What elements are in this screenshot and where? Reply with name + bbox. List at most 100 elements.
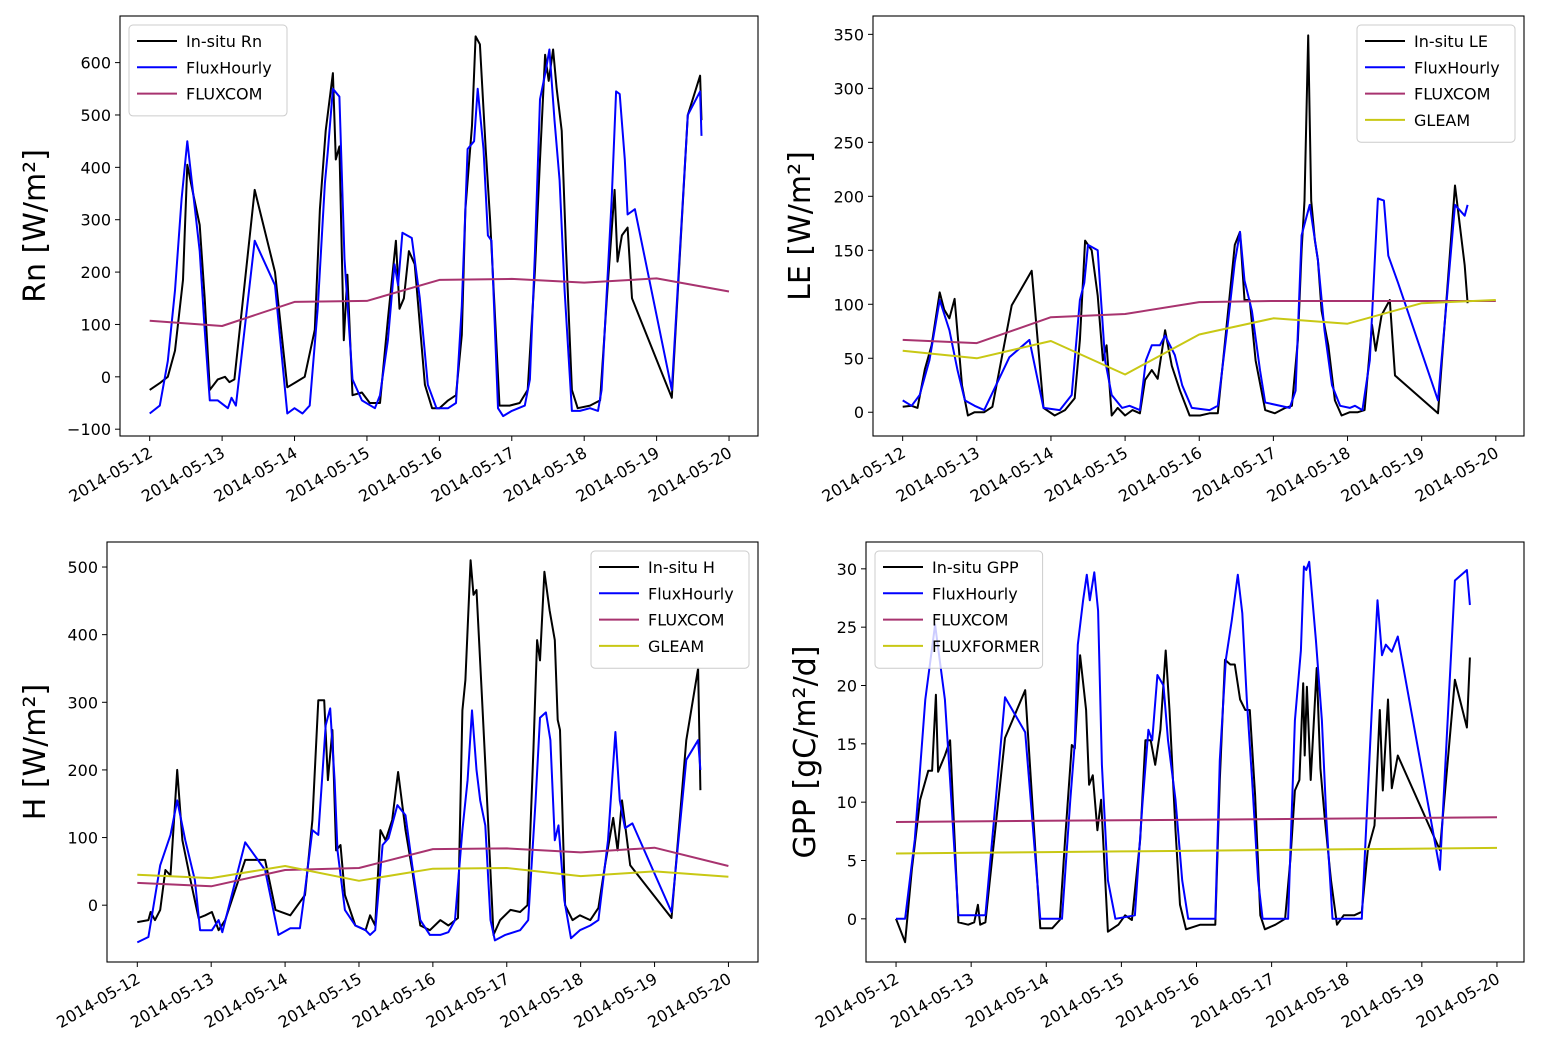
y-tick-label: 300 bbox=[80, 211, 111, 230]
series-line-in-situ-gpp bbox=[895, 649, 1471, 944]
legend-label-gleam: GLEAM bbox=[648, 637, 704, 656]
y-tick-label: 250 bbox=[833, 133, 864, 152]
series-line-in-situ-le bbox=[902, 34, 1469, 417]
y-tick-label: 100 bbox=[80, 315, 111, 334]
legend-label-fluxcom: FLUXCOM bbox=[186, 85, 262, 104]
x-tick-label: 2014-05-19 bbox=[571, 969, 661, 1032]
legend-label-fluxhourly: FluxHourly bbox=[186, 58, 272, 77]
series-line-fluxhourly bbox=[902, 197, 1469, 412]
x-tick-label: 2014-05-15 bbox=[1037, 969, 1127, 1032]
legend-label-gleam: GLEAM bbox=[1414, 111, 1470, 130]
x-tick-label: 2014-05-14 bbox=[201, 969, 291, 1032]
y-tick-label: 500 bbox=[80, 106, 111, 125]
y-tick-label: 0 bbox=[88, 896, 98, 915]
x-tick-label: 2014-05-17 bbox=[423, 969, 513, 1032]
subplot-le: 0501001502002503003502014-05-122014-05-1… bbox=[783, 15, 1525, 506]
legend-label-in-situ-gpp: In-situ GPP bbox=[932, 558, 1019, 577]
legend: In-situ Rn FluxHourly FLUXCOM bbox=[128, 24, 288, 117]
y-tick-label: 0 bbox=[101, 368, 111, 387]
y-tick-label: 0 bbox=[847, 910, 857, 929]
legend-label-in-situ-rn: In-situ Rn bbox=[186, 32, 262, 51]
y-tick-label: 100 bbox=[833, 295, 864, 314]
legend-box bbox=[1356, 24, 1516, 143]
y-tick-label: 25 bbox=[837, 618, 857, 637]
x-tick-label: 2014-05-16 bbox=[1115, 443, 1205, 506]
series-line-fluxcom bbox=[149, 277, 730, 327]
x-tick-label: 2014-05-19 bbox=[1338, 969, 1428, 1032]
legend-label-fluxcom: FLUXCOM bbox=[932, 611, 1008, 630]
axes-frame bbox=[872, 15, 1525, 437]
y-tick-label: 20 bbox=[837, 677, 857, 696]
y-tick-label: 50 bbox=[844, 349, 864, 368]
y-tick-label: 5 bbox=[847, 852, 857, 871]
series-group bbox=[902, 34, 1496, 417]
series-line-fluxhourly bbox=[896, 560, 1471, 920]
y-axis-label: Rn [W/m²] bbox=[18, 149, 53, 303]
y-tick-label: 100 bbox=[67, 829, 98, 848]
y-tick-label: 600 bbox=[80, 54, 111, 73]
x-tick-label: 2014-05-14 bbox=[962, 969, 1052, 1032]
series-group bbox=[895, 560, 1498, 944]
y-tick-label: 10 bbox=[837, 793, 857, 812]
x-tick-label: 2014-05-16 bbox=[1112, 969, 1202, 1032]
subplot-gpp: 0510152025302014-05-122014-05-132014-05-… bbox=[788, 541, 1525, 1032]
series-line-fluxcom bbox=[137, 846, 729, 888]
y-tick-label: 350 bbox=[833, 25, 864, 44]
legend-label-fluxhourly: FluxHourly bbox=[932, 584, 1018, 603]
x-tick-label: 2014-05-14 bbox=[967, 443, 1057, 506]
legend-label-fluxhourly: FluxHourly bbox=[648, 584, 734, 603]
x-tick-label: 2014-05-19 bbox=[1338, 443, 1428, 506]
x-tick-label: 2014-05-17 bbox=[1189, 443, 1279, 506]
y-tick-label: 150 bbox=[833, 241, 864, 260]
series-line-fluxcom bbox=[902, 300, 1496, 345]
x-tick-label: 2014-05-12 bbox=[53, 969, 143, 1032]
legend-box bbox=[590, 550, 750, 669]
series-line-in-situ-rn bbox=[149, 35, 703, 410]
subplot-rn: −10001002003004005006002014-05-122014-05… bbox=[18, 15, 759, 506]
legend: In-situ LE FluxHourly FLUXCOM GLEAM bbox=[1356, 24, 1516, 143]
series-group bbox=[136, 559, 729, 944]
x-tick-label: 2014-05-15 bbox=[275, 969, 365, 1032]
series-line-fluxformer bbox=[895, 846, 1498, 855]
x-tick-label: 2014-05-12 bbox=[812, 969, 902, 1032]
legend-label-in-situ-h: In-situ H bbox=[648, 558, 715, 577]
series-group bbox=[149, 35, 730, 418]
y-tick-label: −100 bbox=[67, 420, 111, 439]
y-tick-label: 300 bbox=[67, 693, 98, 712]
y-tick-label: 0 bbox=[854, 403, 864, 422]
x-tick-label: 2014-05-15 bbox=[1041, 443, 1131, 506]
x-tick-label: 2014-05-13 bbox=[887, 969, 977, 1032]
x-tick-label: 2014-05-12 bbox=[819, 443, 909, 506]
series-line-fluxhourly bbox=[136, 707, 702, 944]
series-line-fluxhourly bbox=[149, 48, 703, 418]
legend-label-fluxformer: FLUXFORMER bbox=[932, 637, 1040, 656]
series-line-gleam bbox=[902, 299, 1496, 376]
y-tick-label: 30 bbox=[837, 560, 857, 579]
x-tick-label: 2014-05-13 bbox=[893, 443, 983, 506]
x-tick-label: 2014-05-13 bbox=[127, 969, 217, 1032]
subplot-h: 01002003004005002014-05-122014-05-132014… bbox=[18, 541, 759, 1032]
legend-label-fluxcom: FLUXCOM bbox=[1414, 85, 1490, 104]
legend-label-fluxhourly: FluxHourly bbox=[1414, 58, 1500, 77]
x-tick-label: 2014-05-18 bbox=[1264, 443, 1354, 506]
legend-box bbox=[874, 550, 1044, 669]
legend: In-situ GPP FluxHourly FLUXCOM FLUXFORMER bbox=[874, 550, 1044, 669]
x-tick-label: 2014-05-16 bbox=[349, 969, 439, 1032]
x-tick-label: 2014-05-18 bbox=[497, 969, 587, 1032]
x-tick-label: 2014-05-20 bbox=[1412, 443, 1502, 506]
y-axis-label: LE [W/m²] bbox=[783, 151, 818, 301]
y-tick-label: 200 bbox=[833, 187, 864, 206]
x-tick-label: 2014-05-20 bbox=[1413, 969, 1503, 1032]
axes-frame bbox=[865, 541, 1525, 963]
legend: In-situ H FluxHourly FLUXCOM GLEAM bbox=[590, 550, 750, 669]
y-tick-label: 200 bbox=[67, 761, 98, 780]
y-tick-label: 200 bbox=[80, 263, 111, 282]
series-line-gleam bbox=[137, 865, 729, 882]
y-tick-label: 400 bbox=[80, 158, 111, 177]
legend-label-fluxcom: FLUXCOM bbox=[648, 611, 724, 630]
x-tick-label: 2014-05-18 bbox=[1263, 969, 1353, 1032]
y-tick-label: 400 bbox=[67, 626, 98, 645]
y-axis-label: GPP [gC/m²/d] bbox=[788, 646, 823, 859]
y-tick-label: 300 bbox=[833, 79, 864, 98]
